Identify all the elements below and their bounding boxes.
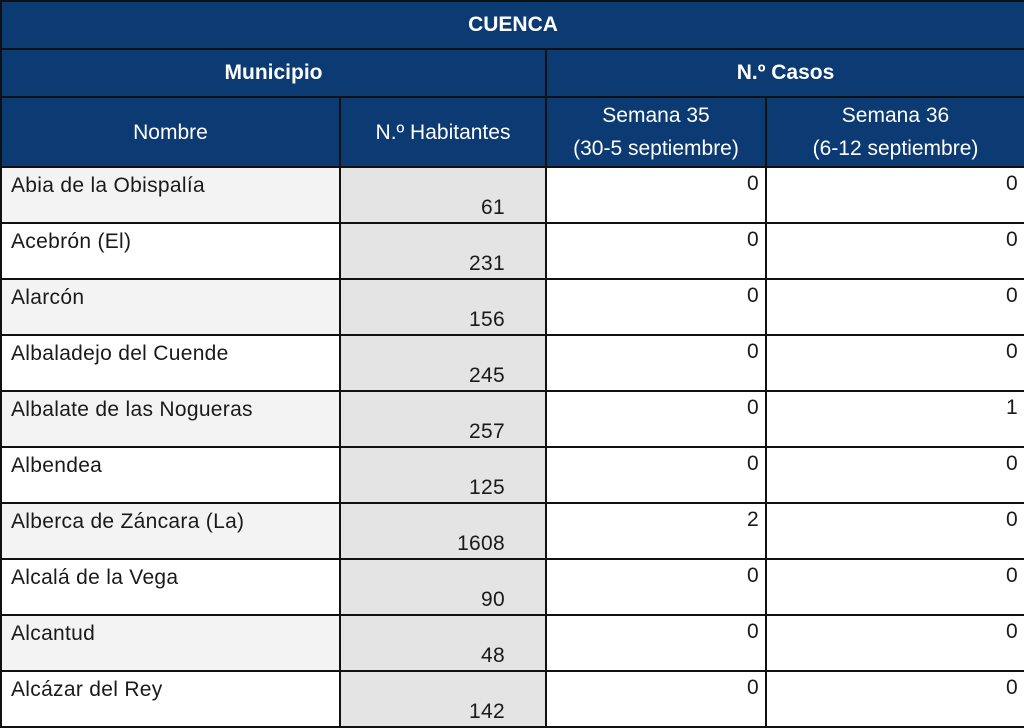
cell-semana35: 2: [545, 502, 767, 560]
cell-semana36: 0: [764, 278, 1024, 336]
header-semana36-dates: (6-12 septiembre): [812, 137, 979, 160]
header-casos: N.º Casos: [544, 48, 1024, 98]
cell-semana36: 0: [764, 670, 1024, 728]
cell-habitantes: 1608: [339, 502, 547, 560]
cell-nombre: Alarcón: [0, 278, 341, 336]
table-row: Albaladejo del Cuende 245 0 0: [0, 334, 1024, 392]
cell-nombre: Alberca de Záncara (La): [0, 502, 341, 560]
cell-semana36: 0: [764, 558, 1024, 616]
cell-semana35: 0: [545, 166, 767, 224]
cell-semana35: 0: [545, 278, 767, 336]
cell-semana35: 0: [545, 614, 767, 672]
cell-semana36: 0: [764, 334, 1024, 392]
table-row: Alcázar del Rey 142 0 0: [0, 670, 1024, 728]
cell-nombre: Albaladejo del Cuende: [0, 334, 341, 392]
header-semana35: Semana 35 (30-5 septiembre): [545, 96, 767, 168]
table-row: Alcalá de la Vega 90 0 0: [0, 558, 1024, 616]
cell-semana36: 0: [764, 222, 1024, 280]
table-row: Alcantud 48 0 0: [0, 614, 1024, 672]
cell-nombre: Acebrón (El): [0, 222, 341, 280]
header-nombre: Nombre: [0, 96, 341, 168]
cell-habitantes: 231: [339, 222, 547, 280]
table-row: Albalate de las Nogueras 257 0 1: [0, 390, 1024, 448]
cell-habitantes: 142: [339, 670, 547, 728]
cell-semana36: 0: [764, 446, 1024, 504]
cell-semana35: 0: [545, 390, 767, 448]
cell-nombre: Albalate de las Nogueras: [0, 390, 341, 448]
cell-semana36: 0: [764, 502, 1024, 560]
cell-semana36: 0: [764, 166, 1024, 224]
cell-semana35: 0: [545, 222, 767, 280]
header-semana35-dates: (30-5 septiembre): [573, 137, 739, 160]
cell-nombre: Alcalá de la Vega: [0, 558, 341, 616]
cell-semana35: 0: [545, 670, 767, 728]
table-row: Acebrón (El) 231 0 0: [0, 222, 1024, 280]
cell-habitantes: 61: [339, 166, 547, 224]
cell-habitantes: 125: [339, 446, 547, 504]
header-municipio: Municipio: [0, 48, 547, 98]
table-row: Alberca de Záncara (La) 1608 2 0: [0, 502, 1024, 560]
table-row: Alarcón 156 0 0: [0, 278, 1024, 336]
cell-semana35: 0: [545, 558, 767, 616]
table-row: Albendea 125 0 0: [0, 446, 1024, 504]
cell-nombre: Albendea: [0, 446, 341, 504]
cell-habitantes: 245: [339, 334, 547, 392]
table-row: Abia de la Obispalía 61 0 0: [0, 166, 1024, 224]
cell-semana35: 0: [545, 334, 767, 392]
cell-habitantes: 156: [339, 278, 547, 336]
cell-nombre: Alcázar del Rey: [0, 670, 341, 728]
cell-habitantes: 48: [339, 614, 547, 672]
cell-semana35: 0: [545, 446, 767, 504]
header-habitantes: N.º Habitantes: [339, 96, 547, 168]
cell-nombre: Abia de la Obispalía: [0, 166, 341, 224]
header-semana36: Semana 36 (6-12 septiembre): [764, 96, 1024, 168]
cell-semana36: 0: [764, 614, 1024, 672]
cell-habitantes: 257: [339, 390, 547, 448]
cell-habitantes: 90: [339, 558, 547, 616]
cell-semana36: 1: [764, 390, 1024, 448]
table-title: CUENCA: [0, 0, 1024, 50]
cell-nombre: Alcantud: [0, 614, 341, 672]
header-semana35-label: Semana 35: [602, 104, 710, 127]
header-semana36-label: Semana 36: [841, 104, 950, 127]
